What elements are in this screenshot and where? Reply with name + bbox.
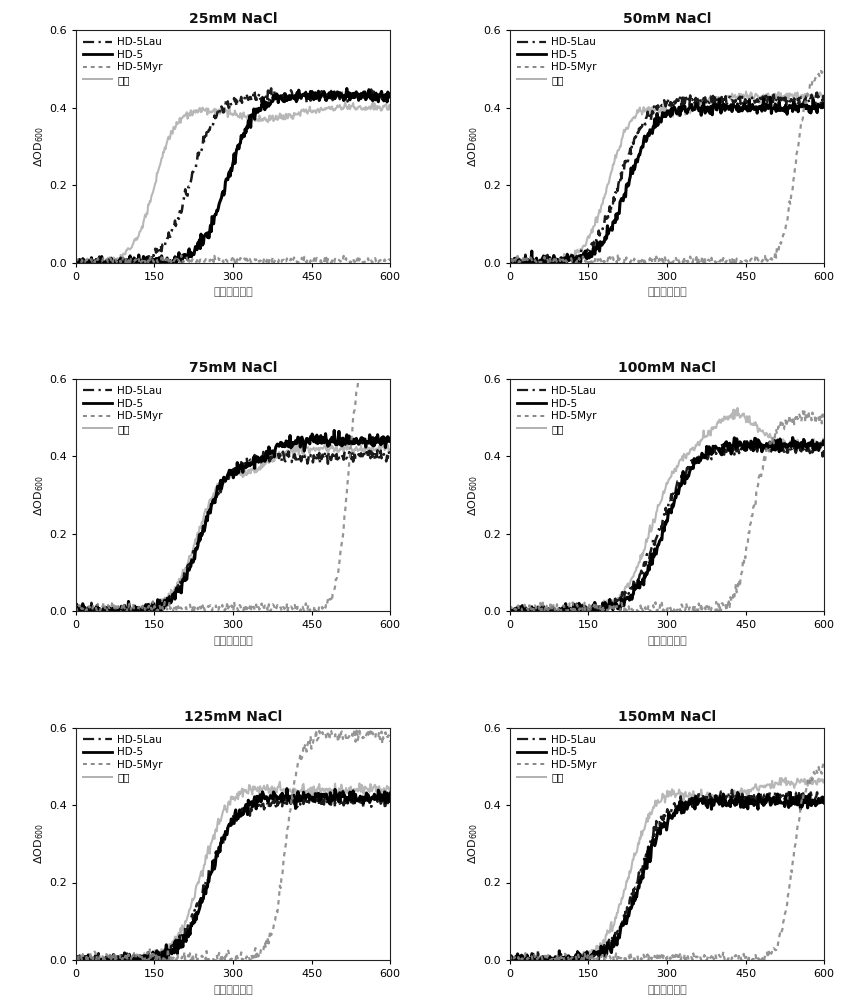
- Title: 125mM NaCl: 125mM NaCl: [184, 710, 282, 724]
- X-axis label: 时间（分钟）: 时间（分钟）: [213, 636, 253, 646]
- Y-axis label: $\Delta$OD$_{600}$: $\Delta$OD$_{600}$: [32, 474, 46, 516]
- Legend: HD-5Lau, HD-5, HD-5Myr, 对照: HD-5Lau, HD-5, HD-5Myr, 对照: [81, 733, 165, 785]
- Title: 75mM NaCl: 75mM NaCl: [188, 361, 278, 375]
- X-axis label: 时间（分钟）: 时间（分钟）: [647, 287, 687, 297]
- Legend: HD-5Lau, HD-5, HD-5Myr, 对照: HD-5Lau, HD-5, HD-5Myr, 对照: [515, 733, 599, 785]
- Title: 100mM NaCl: 100mM NaCl: [618, 361, 716, 375]
- Legend: HD-5Lau, HD-5, HD-5Myr, 对照: HD-5Lau, HD-5, HD-5Myr, 对照: [81, 35, 165, 87]
- Title: 25mM NaCl: 25mM NaCl: [188, 12, 278, 26]
- Y-axis label: $\Delta$OD$_{600}$: $\Delta$OD$_{600}$: [466, 823, 480, 864]
- Title: 150mM NaCl: 150mM NaCl: [618, 710, 716, 724]
- Title: 50mM NaCl: 50mM NaCl: [622, 12, 711, 26]
- Y-axis label: $\Delta$OD$_{600}$: $\Delta$OD$_{600}$: [466, 126, 480, 167]
- Legend: HD-5Lau, HD-5, HD-5Myr, 对照: HD-5Lau, HD-5, HD-5Myr, 对照: [515, 384, 599, 436]
- Legend: HD-5Lau, HD-5, HD-5Myr, 对照: HD-5Lau, HD-5, HD-5Myr, 对照: [81, 384, 165, 436]
- Y-axis label: $\Delta$OD$_{600}$: $\Delta$OD$_{600}$: [32, 126, 46, 167]
- Y-axis label: $\Delta$OD$_{600}$: $\Delta$OD$_{600}$: [32, 823, 46, 864]
- X-axis label: 时间（分钟）: 时间（分钟）: [647, 636, 687, 646]
- X-axis label: 时间（分钟）: 时间（分钟）: [647, 985, 687, 995]
- X-axis label: 时间（分钟）: 时间（分钟）: [213, 985, 253, 995]
- X-axis label: 时间（分钟）: 时间（分钟）: [213, 287, 253, 297]
- Legend: HD-5Lau, HD-5, HD-5Myr, 对照: HD-5Lau, HD-5, HD-5Myr, 对照: [515, 35, 599, 87]
- Y-axis label: $\Delta$OD$_{600}$: $\Delta$OD$_{600}$: [466, 474, 480, 516]
